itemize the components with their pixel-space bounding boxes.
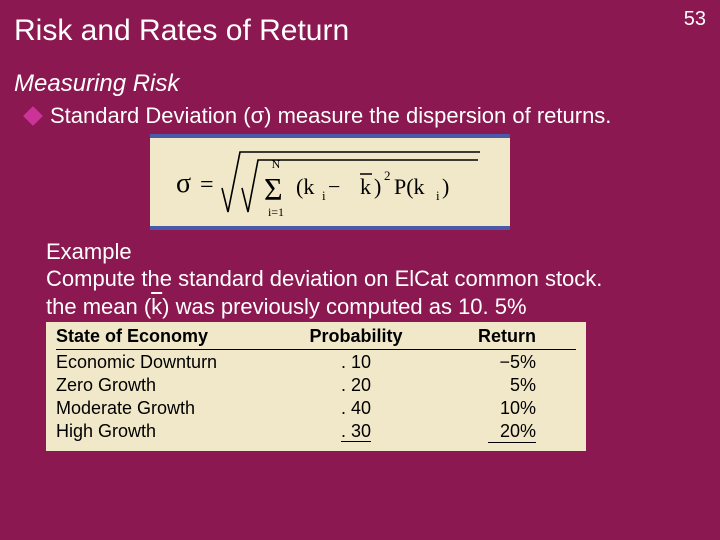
bullet-text: Standard Deviation (σ) measure the dispe… bbox=[50, 102, 611, 130]
cell-state: Moderate Growth bbox=[56, 398, 286, 419]
table-row: Economic Downturn . 10 −5% bbox=[56, 350, 576, 373]
formula-svg: σ = N Σ i=1 (k i − k ) 2 P(k i ) bbox=[170, 142, 490, 222]
slide-number: 53 bbox=[684, 8, 706, 31]
formula-minus: − bbox=[328, 174, 340, 199]
cell-return-val: 5% bbox=[488, 375, 536, 396]
example-line3-post: ) was previously computed as 10. 5% bbox=[162, 294, 526, 319]
bullet-pre: Standard Deviation ( bbox=[50, 103, 251, 128]
cell-return: 5% bbox=[426, 375, 556, 396]
page-title: Risk and Rates of Return bbox=[0, 0, 720, 48]
cell-state: Economic Downturn bbox=[56, 352, 286, 373]
example-line1: Example bbox=[46, 238, 720, 266]
table-row: Zero Growth . 20 5% bbox=[56, 373, 576, 396]
cell-prob: . 20 bbox=[286, 375, 426, 396]
diamond-bullet-icon bbox=[23, 106, 43, 126]
example-line3-pre: the mean ( bbox=[46, 294, 151, 319]
cell-prob-val: . 30 bbox=[341, 421, 371, 442]
bullet-item: Standard Deviation (σ) measure the dispe… bbox=[0, 98, 720, 130]
sum-upper: N bbox=[272, 157, 281, 171]
example-line3: the mean (k) was previously computed as … bbox=[46, 293, 720, 321]
col-header-state: State of Economy bbox=[56, 326, 286, 347]
cell-prob: . 40 bbox=[286, 398, 426, 419]
formula-kbar: k bbox=[360, 174, 371, 199]
formula-equals: = bbox=[200, 172, 214, 198]
example-line2: Compute the standard deviation on ElCat … bbox=[46, 265, 720, 293]
table-header-row: State of Economy Probability Return bbox=[56, 326, 576, 350]
formula-rparen: ) bbox=[374, 174, 381, 199]
data-table: State of Economy Probability Return Econ… bbox=[46, 322, 586, 451]
sum-lower: i=1 bbox=[268, 205, 284, 219]
cell-prob: . 30 bbox=[286, 421, 426, 443]
sigma-symbol: σ bbox=[251, 103, 265, 128]
table-row: Moderate Growth . 40 10% bbox=[56, 396, 576, 419]
cell-return: 10% bbox=[426, 398, 556, 419]
formula-sigma: σ bbox=[176, 168, 191, 199]
formula-box: σ = N Σ i=1 (k i − k ) 2 P(k i ) bbox=[150, 134, 510, 230]
cell-return-val: −5% bbox=[488, 352, 536, 373]
cell-return-val: 20% bbox=[488, 421, 536, 443]
summation-icon: Σ bbox=[264, 171, 283, 207]
cell-return: 20% bbox=[426, 421, 556, 443]
formula-p-r: ) bbox=[442, 174, 449, 199]
cell-return-val: 10% bbox=[488, 398, 536, 419]
example-block: Example Compute the standard deviation o… bbox=[0, 230, 720, 321]
col-header-prob: Probability bbox=[286, 326, 426, 347]
table-row: High Growth . 30 20% bbox=[56, 419, 576, 443]
kbar-symbol: k bbox=[151, 294, 162, 319]
cell-return: −5% bbox=[426, 352, 556, 373]
formula-squared: 2 bbox=[384, 168, 391, 183]
section-subtitle: Measuring Risk bbox=[0, 48, 720, 98]
formula-p-l: P(k bbox=[394, 174, 425, 199]
formula-sub-i-1: i bbox=[322, 188, 326, 203]
col-header-return: Return bbox=[426, 326, 556, 347]
formula-lparen: (k bbox=[296, 174, 314, 199]
bullet-post: ) measure the dispersion of returns. bbox=[264, 103, 611, 128]
formula-sub-i-2: i bbox=[436, 188, 440, 203]
cell-state: Zero Growth bbox=[56, 375, 286, 396]
cell-state: High Growth bbox=[56, 421, 286, 443]
cell-prob: . 10 bbox=[286, 352, 426, 373]
